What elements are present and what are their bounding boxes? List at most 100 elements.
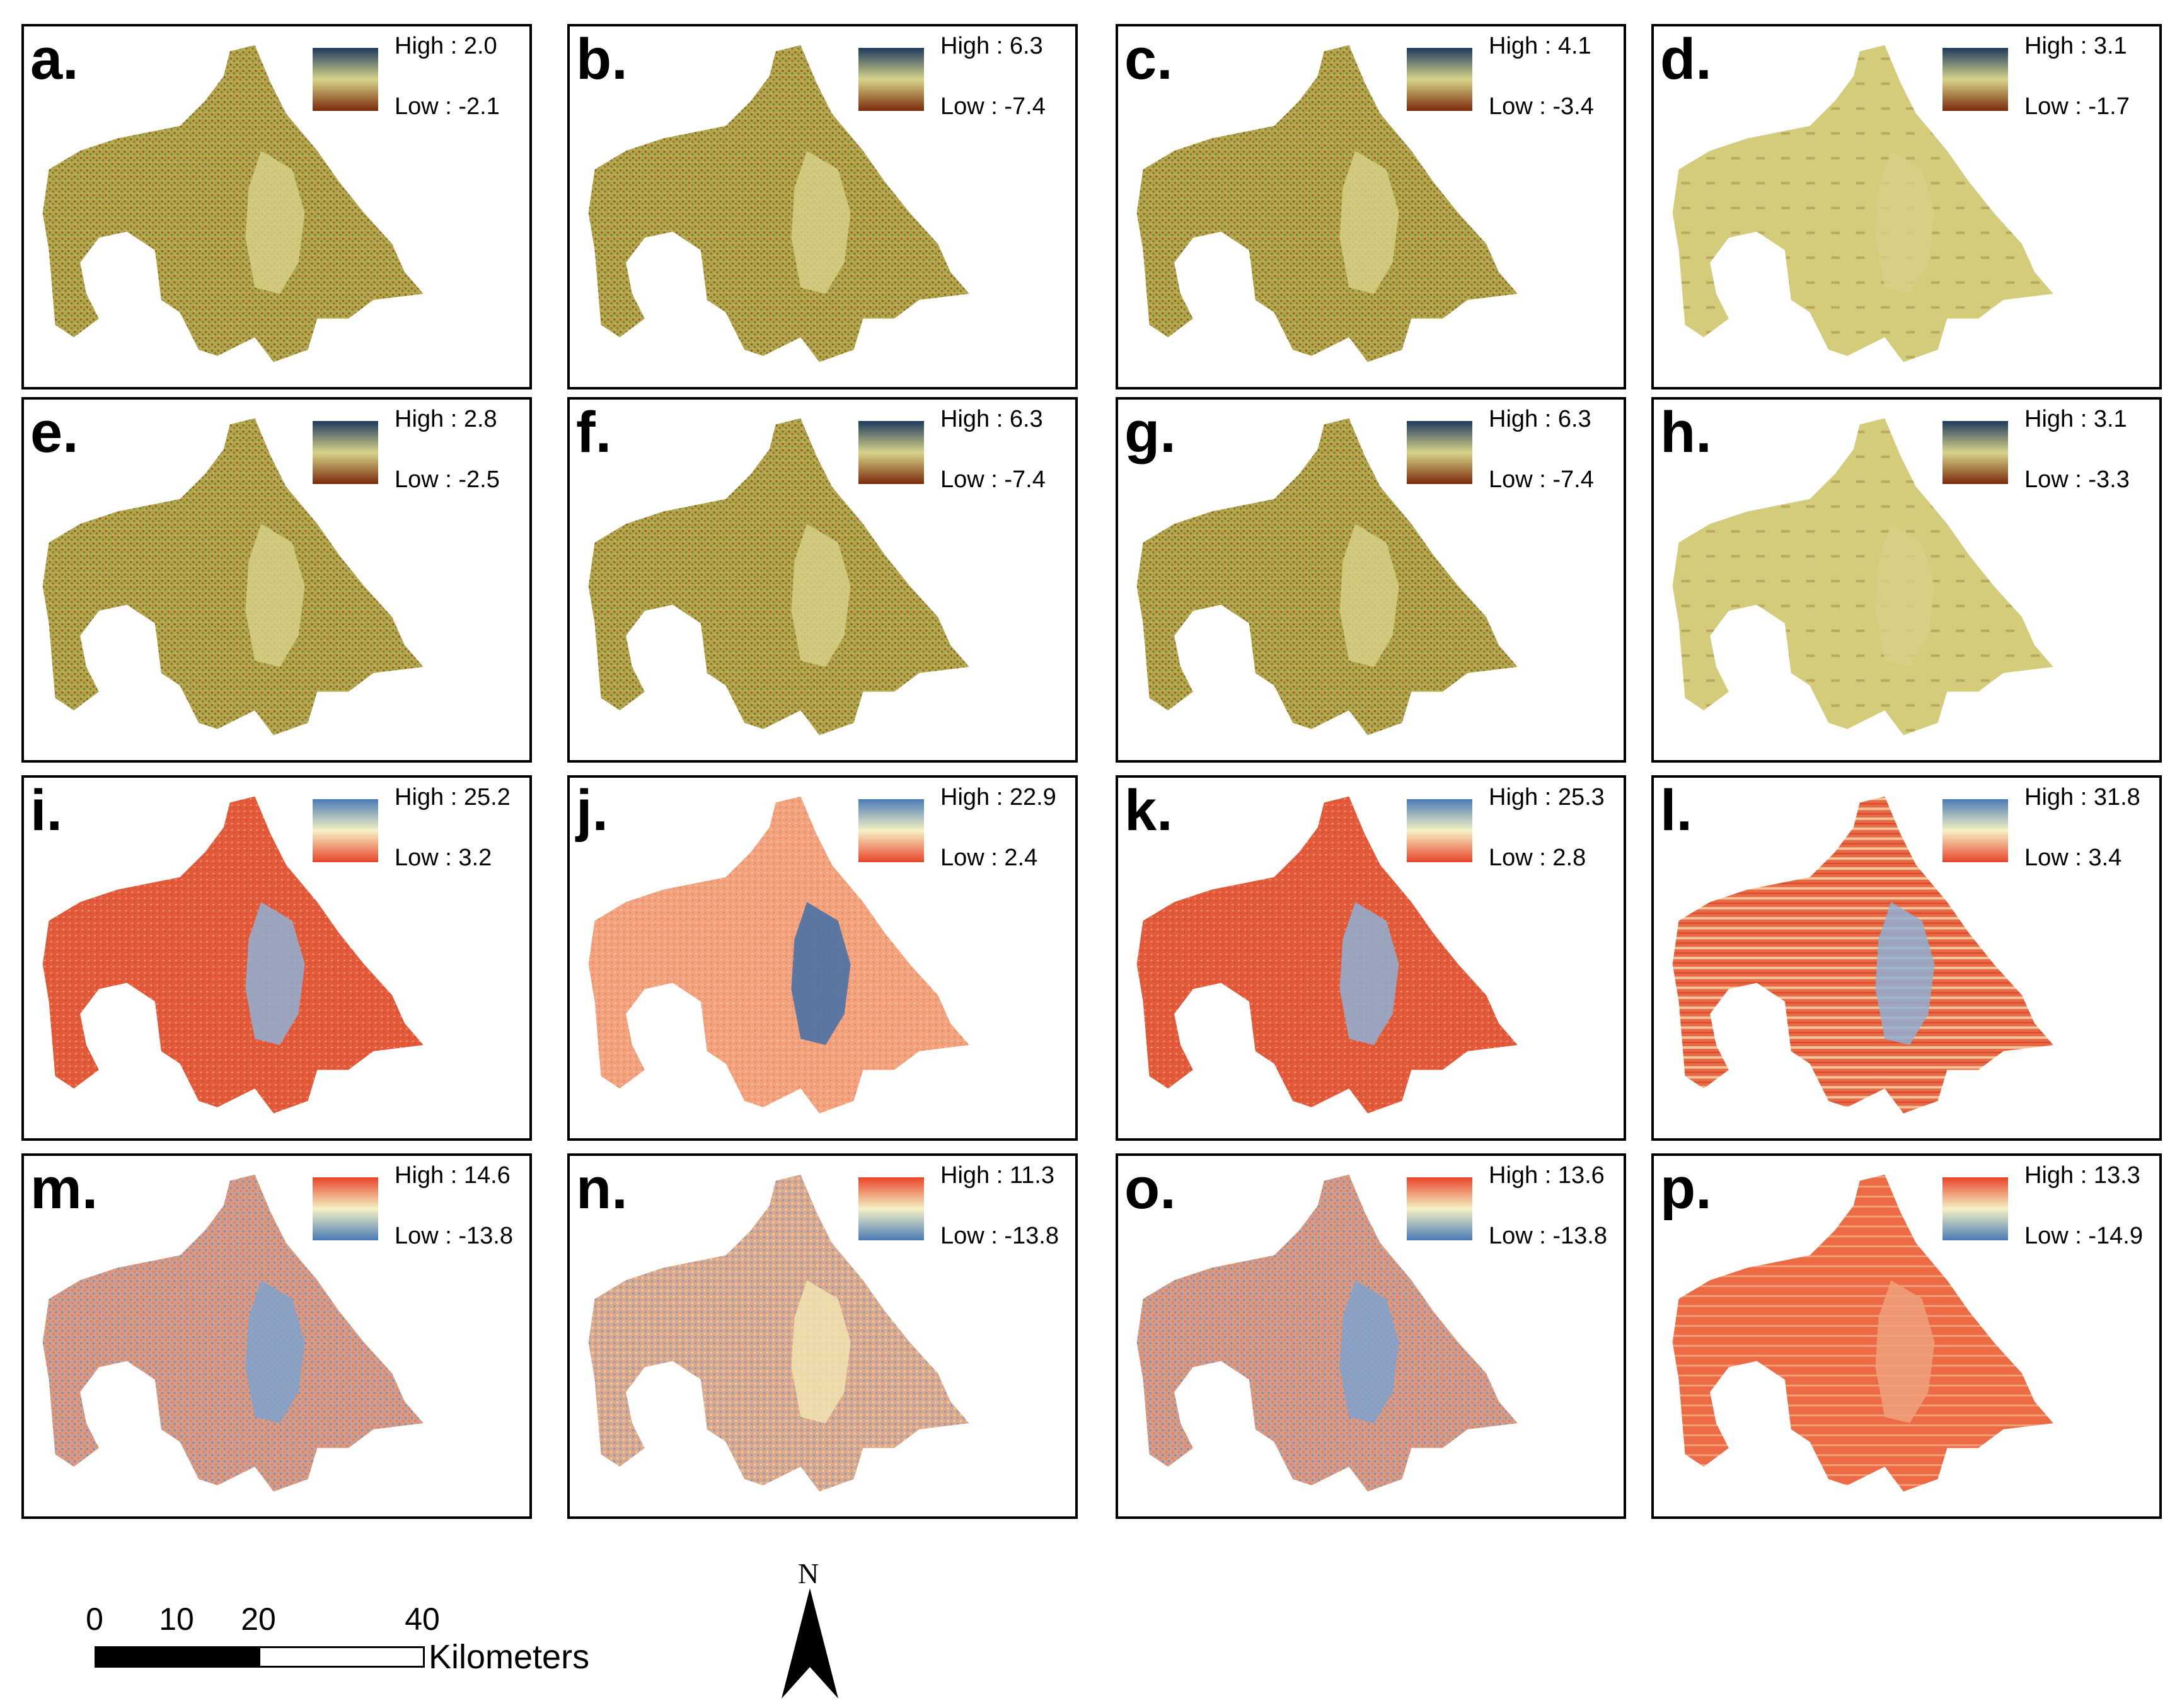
legend: High : 6.3 Low : -7.4 [858,406,1066,500]
panel-label: k. [1124,778,1173,843]
legend: High : 3.1 Low : -1.7 [1942,33,2150,127]
map-panel-k: k. High : 25.3 Low : 2.8 [1116,775,1626,1141]
study-area-polygon [588,418,969,736]
valley-feature [791,151,851,294]
map-panel-d: d. High : 3.1 Low : -1.7 [1651,24,2162,389]
study-area-map-l [1672,796,2053,1114]
panel-label: b. [576,27,628,91]
study-area-polygon [42,45,424,362]
scale-units: Kilometers [429,1638,590,1676]
legend-high-label: High : 25.2 [395,784,511,811]
legend-low-label: Low : -13.8 [940,1223,1059,1249]
valley-feature [1875,902,1935,1046]
legend: High : 22.9 Low : 2.4 [858,784,1066,879]
legend-low-label: Low : -13.8 [395,1223,513,1249]
legend-high-label: High : 13.6 [1489,1162,1605,1189]
legend-high-label: High : 4.1 [1489,33,1591,59]
north-letter: N [798,1557,819,1590]
legend-high-label: High : 14.6 [395,1162,511,1189]
legend-color-ramp [313,421,378,484]
study-area-map-c [1136,45,1518,362]
north-arrow: N [775,1557,845,1702]
legend-high-label: High : 3.1 [2024,33,2127,59]
study-area-map-e [42,418,424,736]
valley-feature [791,1280,851,1424]
legend-color-ramp [858,1177,924,1240]
study-area-polygon [1672,1174,2053,1492]
map-panel-f: f. High : 6.3 Low : -7.4 [567,397,1078,763]
legend-low-label: Low : -3.3 [2024,466,2130,493]
map-panel-h: h. High : 3.1 Low : -3.3 [1651,397,2162,763]
valley-feature [245,902,305,1046]
legend-high-label: High : 3.1 [2024,406,2127,432]
legend-low-label: Low : -7.4 [1489,466,1594,493]
panel-label: n. [576,1157,628,1221]
legend-low-label: Low : 2.8 [1489,845,1586,871]
north-arrow-icon [782,1588,838,1699]
legend: High : 13.6 Low : -13.8 [1407,1162,1615,1257]
valley-feature [791,902,851,1046]
legend-color-ramp [1407,48,1472,111]
map-panel-g: g. High : 6.3 Low : -7.4 [1116,397,1626,763]
panel-label: p. [1660,1157,1712,1221]
study-area-map-m [42,1174,424,1492]
study-area-polygon [1672,796,2053,1114]
legend: High : 4.1 Low : -3.4 [1407,33,1615,127]
legend: High : 6.3 Low : -7.4 [1407,406,1615,500]
study-area-map-f [588,418,969,736]
scale-tick-10: 10 [159,1601,194,1637]
legend-high-label: High : 6.3 [940,406,1043,432]
legend-high-label: High : 2.8 [395,406,497,432]
valley-feature [245,1280,305,1424]
legend-low-label: Low : 2.4 [940,845,1038,871]
legend-high-label: High : 13.3 [2024,1162,2140,1189]
panel-label: c. [1124,27,1173,91]
study-area-polygon [1136,796,1518,1114]
legend: High : 25.2 Low : 3.2 [313,784,521,879]
panel-label: m. [30,1157,98,1221]
study-area-polygon [588,796,969,1114]
map-panel-l: l. High : 31.8 Low : 3.4 [1651,775,2162,1141]
map-panel-a: a. High : 2.0 Low : -2.1 [21,24,532,389]
legend-color-ramp [1407,1177,1472,1240]
panel-label: e. [30,400,79,465]
legend-color-ramp [1942,799,2008,862]
panel-label: j. [576,778,609,843]
panel-label: g. [1124,400,1176,465]
valley-feature [1339,524,1399,667]
legend-low-label: Low : 3.2 [395,845,492,871]
study-area-polygon [42,1174,424,1492]
panel-label: h. [1660,400,1712,465]
valley-feature [1875,1280,1935,1424]
legend-low-label: Low : -13.8 [1489,1223,1607,1249]
study-area-polygon [1136,45,1518,362]
study-area-polygon [1136,1174,1518,1492]
legend-color-ramp [858,48,924,111]
valley-feature [791,524,851,667]
panel-label: f. [576,400,612,465]
legend-low-label: Low : -7.4 [940,466,1046,493]
study-area-map-g [1136,418,1518,736]
legend-color-ramp [858,421,924,484]
study-area-map-h [1672,418,2053,736]
legend-high-label: High : 6.3 [940,33,1043,59]
legend-color-ramp [1942,421,2008,484]
study-area-map-o [1136,1174,1518,1492]
legend-high-label: High : 31.8 [2024,784,2140,811]
map-panel-b: b. High : 6.3 Low : -7.4 [567,24,1078,389]
legend: High : 25.3 Low : 2.8 [1407,784,1615,879]
legend: High : 2.0 Low : -2.1 [313,33,521,127]
scale-bar: 0 10 20 40 Kilometers [86,1601,611,1702]
study-area-polygon [42,418,424,736]
legend-high-label: High : 6.3 [1489,406,1591,432]
legend-color-ramp [1407,421,1472,484]
legend-high-label: High : 22.9 [940,784,1056,811]
map-panel-e: e. High : 2.8 Low : -2.5 [21,397,532,763]
legend: High : 14.6 Low : -13.8 [313,1162,521,1257]
map-panel-n: n. High : 11.3 Low : -13.8 [567,1153,1078,1519]
legend-color-ramp [1942,48,2008,111]
study-area-polygon [42,796,424,1114]
map-panel-c: c. High : 4.1 Low : -3.4 [1116,24,1626,389]
legend-low-label: Low : 3.4 [2024,845,2122,871]
study-area-map-a [42,45,424,362]
